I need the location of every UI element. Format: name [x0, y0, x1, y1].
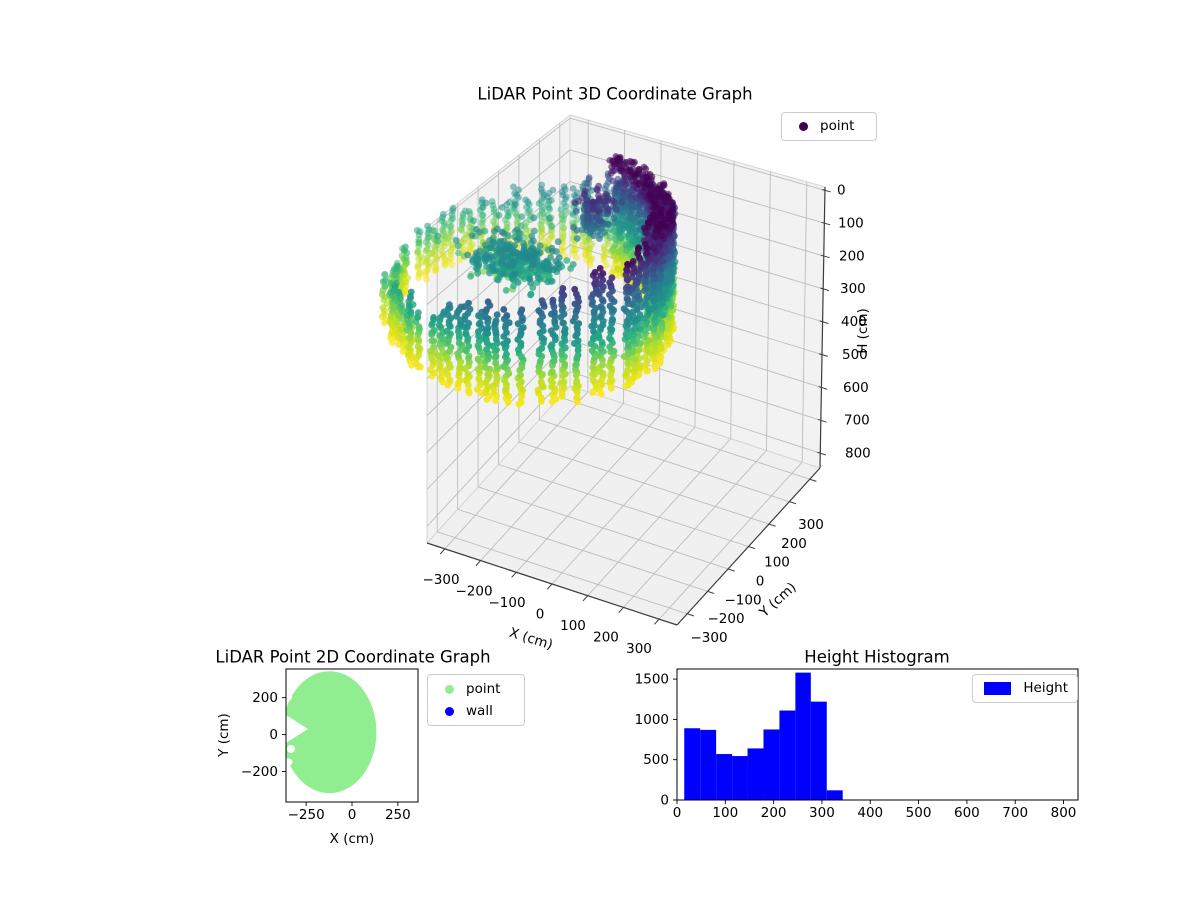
plot3d-legend: point: [781, 112, 877, 141]
hist-bar: [747, 748, 764, 800]
y-tick-label: −200: [241, 764, 278, 780]
z-tick-label: 800: [845, 446, 871, 462]
point-marker-icon: [799, 122, 808, 131]
legend-label: point: [466, 680, 501, 697]
legend-entry-height: Height: [982, 679, 1068, 698]
hist-bar: [684, 728, 701, 800]
y-tick-label: 0: [660, 793, 669, 809]
x-tick-label: 400: [857, 805, 883, 821]
x-tick-label: 700: [1002, 805, 1028, 821]
hist-bar: [716, 754, 733, 800]
z-tick-label: 500: [842, 347, 868, 363]
z-tick-label: 200: [839, 248, 865, 264]
y-tick-label: 0: [269, 727, 278, 743]
wall-marker-icon: [445, 706, 454, 716]
height-swatch-icon: [984, 682, 1012, 695]
x-tick-label: 100: [560, 618, 586, 634]
z-tick-label: 600: [843, 380, 869, 396]
tick-marks: [439, 188, 831, 625]
plot2d-ylabel: Y (cm): [216, 713, 232, 757]
x-tick-label: 100: [712, 805, 738, 821]
plot2d-legend: point wall: [427, 674, 525, 726]
x-tick-label: 250: [385, 807, 411, 823]
tick-labels-hist: 0 100 200 300 400 500 600 700 800 0 500 1000 1500: [635, 672, 1077, 821]
3d-scatter-plot: −300−200−10001002003003002001000−100−200…: [378, 114, 871, 658]
axes-frame: [676, 668, 1079, 801]
x-tick-label: −250: [288, 807, 325, 823]
y-tick-label: 500: [643, 752, 669, 768]
tick-marks-hist: [673, 678, 1064, 804]
x-tick-label: 200: [593, 630, 619, 646]
2d-scatter-plot: −250 0 250 200 0 −200: [241, 668, 419, 823]
x-tick-label: 300: [626, 641, 652, 657]
histogram-title: Height Histogram: [804, 647, 950, 667]
legend-entry-point: point: [437, 680, 515, 699]
x-tick-label: 200: [761, 805, 787, 821]
tick-labels-3d: −300−200−10001002003003002001000−100−200…: [422, 183, 870, 658]
floor-point-blob: [286, 671, 377, 794]
y-tick-label: −300: [690, 630, 727, 646]
tick-labels-2d: −250 0 250 200 0 −200: [241, 690, 411, 823]
x-tick-label: 600: [954, 805, 980, 821]
hist-bar: [795, 672, 811, 800]
plot2d-title: LiDAR Point 2D Coordinate Graph: [215, 647, 491, 667]
z-tick-label: 700: [844, 413, 870, 429]
x-tick-label: 300: [809, 805, 835, 821]
point-marker-icon: [445, 684, 454, 694]
hist-bar: [732, 756, 748, 800]
tick-marks-2d: [282, 697, 399, 806]
y-tick-label: −100: [724, 592, 761, 608]
hist-bar: [779, 710, 796, 800]
hist-bar: [763, 729, 780, 800]
z-tick-label: 0: [837, 183, 846, 199]
x-tick-label: 0: [673, 805, 682, 821]
x-tick-label: 0: [536, 607, 545, 623]
plot3d-zlabel: H (cm): [855, 308, 871, 354]
x-tick-label: −300: [422, 572, 459, 588]
histogram-legend: Height: [972, 674, 1078, 703]
plot2d-xlabel: X (cm): [329, 831, 375, 847]
y-tick-label: 1000: [635, 712, 669, 728]
y-tick-label: 0: [756, 574, 765, 590]
plot3d-title: LiDAR Point 3D Coordinate Graph: [477, 84, 753, 104]
legend-entry-wall: wall: [437, 702, 515, 721]
point-cloud: [378, 153, 679, 408]
x-tick-label: 500: [906, 805, 932, 821]
legend-label: point: [820, 118, 855, 134]
histogram-bars: [684, 672, 843, 800]
legend-label: wall: [466, 702, 493, 719]
x-tick-label: −100: [488, 595, 525, 611]
y-tick-label: 1500: [635, 672, 669, 688]
y-tick-label: −200: [707, 611, 744, 627]
legend-label: Height: [1023, 680, 1068, 696]
y-tick-label: 200: [252, 690, 278, 706]
z-tick-label: 100: [838, 215, 864, 231]
hist-bar: [700, 729, 717, 800]
legend-entry-point: point: [791, 117, 867, 136]
y-tick-label: 200: [781, 536, 807, 552]
z-tick-label: 300: [840, 281, 866, 297]
hist-bar: [826, 790, 843, 800]
z-tick-label: 400: [841, 314, 867, 330]
y-tick-label: 100: [764, 555, 790, 571]
hist-bar: [810, 701, 827, 800]
x-tick-label: −200: [455, 584, 492, 600]
y-tick-label: 300: [798, 517, 824, 533]
x-tick-label: 800: [1051, 805, 1077, 821]
x-tick-label: 0: [348, 807, 357, 823]
